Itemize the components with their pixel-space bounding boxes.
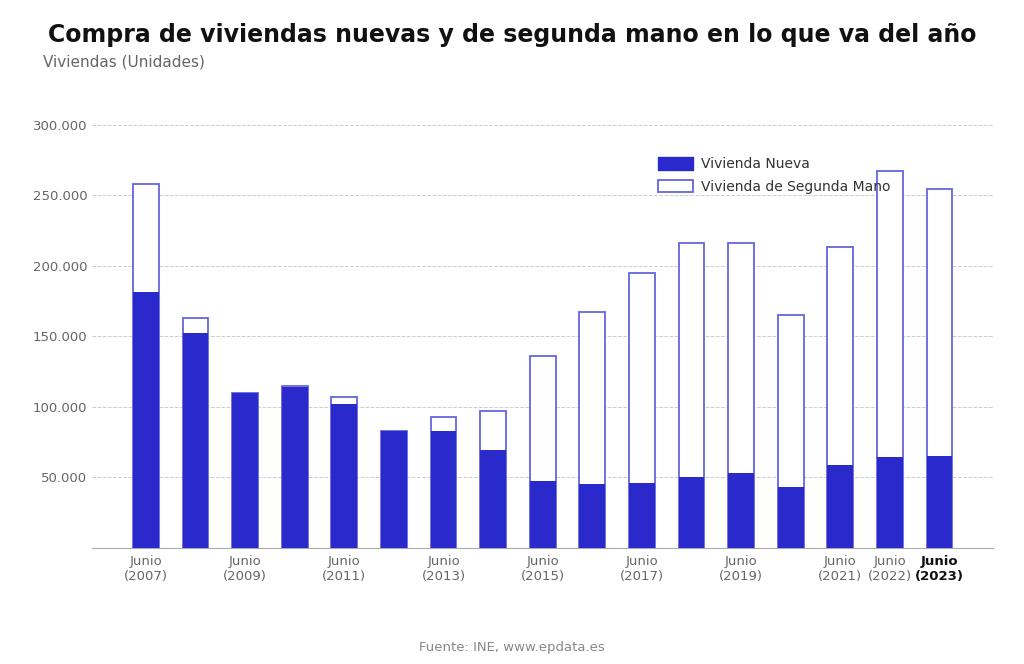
Bar bbox=[182, 333, 209, 548]
Bar bbox=[778, 487, 804, 548]
Bar bbox=[529, 481, 556, 548]
Bar bbox=[332, 404, 357, 548]
Bar bbox=[778, 315, 804, 548]
Bar bbox=[827, 247, 853, 548]
Text: Fuente: INE, www.epdata.es: Fuente: INE, www.epdata.es bbox=[419, 641, 605, 654]
Bar bbox=[133, 184, 159, 548]
Bar bbox=[629, 483, 654, 548]
Bar bbox=[332, 397, 357, 548]
Bar bbox=[927, 189, 952, 548]
Bar bbox=[282, 386, 307, 548]
Bar bbox=[877, 457, 903, 548]
Text: Viviendas (Unidades): Viviendas (Unidades) bbox=[43, 54, 205, 69]
Bar bbox=[133, 292, 159, 548]
Legend: Vivienda Nueva, Vivienda de Segunda Mano: Vivienda Nueva, Vivienda de Segunda Mano bbox=[657, 157, 890, 194]
Bar bbox=[381, 431, 407, 548]
Bar bbox=[728, 243, 754, 548]
Bar bbox=[381, 431, 407, 548]
Bar bbox=[480, 411, 506, 548]
Bar bbox=[679, 477, 705, 548]
Bar bbox=[728, 473, 754, 548]
Bar bbox=[431, 431, 457, 548]
Bar bbox=[927, 456, 952, 548]
Bar bbox=[232, 392, 258, 548]
Bar bbox=[580, 312, 605, 548]
Bar bbox=[827, 465, 853, 548]
Bar bbox=[282, 387, 307, 548]
Text: Compra de viviendas nuevas y de segunda mano en lo que va del año: Compra de viviendas nuevas y de segunda … bbox=[48, 23, 976, 47]
Bar bbox=[529, 356, 556, 548]
Bar bbox=[580, 484, 605, 548]
Bar bbox=[232, 392, 258, 548]
Bar bbox=[182, 318, 209, 548]
Bar bbox=[877, 171, 903, 548]
Bar bbox=[431, 416, 457, 548]
Bar bbox=[679, 243, 705, 548]
Bar bbox=[629, 273, 654, 548]
Bar bbox=[480, 450, 506, 548]
